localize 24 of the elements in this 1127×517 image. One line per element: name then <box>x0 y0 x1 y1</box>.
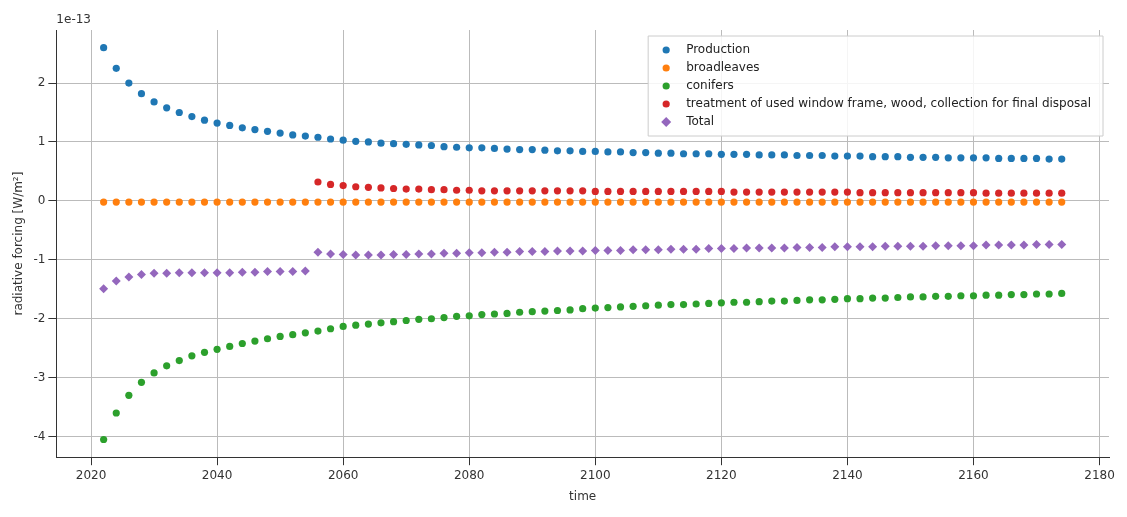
legend-label: treatment of used window frame, wood, collection for final disposal <box>686 96 1092 111</box>
x-tick-label: 2160 <box>958 467 989 482</box>
y-tick-label: 2 <box>37 75 46 90</box>
x-tick-label: 2040 <box>201 467 233 482</box>
legend-label: broadleaves <box>686 60 760 75</box>
y-axis-title: radiative forcing [W/m²] <box>11 171 26 316</box>
y-tick-label: -2 <box>33 310 46 325</box>
x-tick-label: 2140 <box>832 467 863 482</box>
legend-label: conifers <box>686 78 734 93</box>
x-tick-label: 2080 <box>453 467 485 482</box>
y-tick-label: -3 <box>33 369 46 384</box>
y-tick-label: 0 <box>37 193 46 208</box>
y-tick-label: -1 <box>33 251 46 266</box>
x-tick-label: 2060 <box>327 467 359 482</box>
x-tick-label: 2100 <box>580 467 611 482</box>
x-tick-label: 2020 <box>75 467 107 482</box>
x-axis-title: time <box>569 488 597 503</box>
y-tick-label: 1 <box>37 134 46 149</box>
legend-label: Total <box>685 114 715 129</box>
y-tick-label: -4 <box>33 428 46 443</box>
x-tick-label: 2180 <box>1084 467 1115 482</box>
text: 1e-13 <box>56 12 91 27</box>
x-tick-label: 2120 <box>706 467 737 482</box>
legend-label: Production <box>686 42 751 57</box>
